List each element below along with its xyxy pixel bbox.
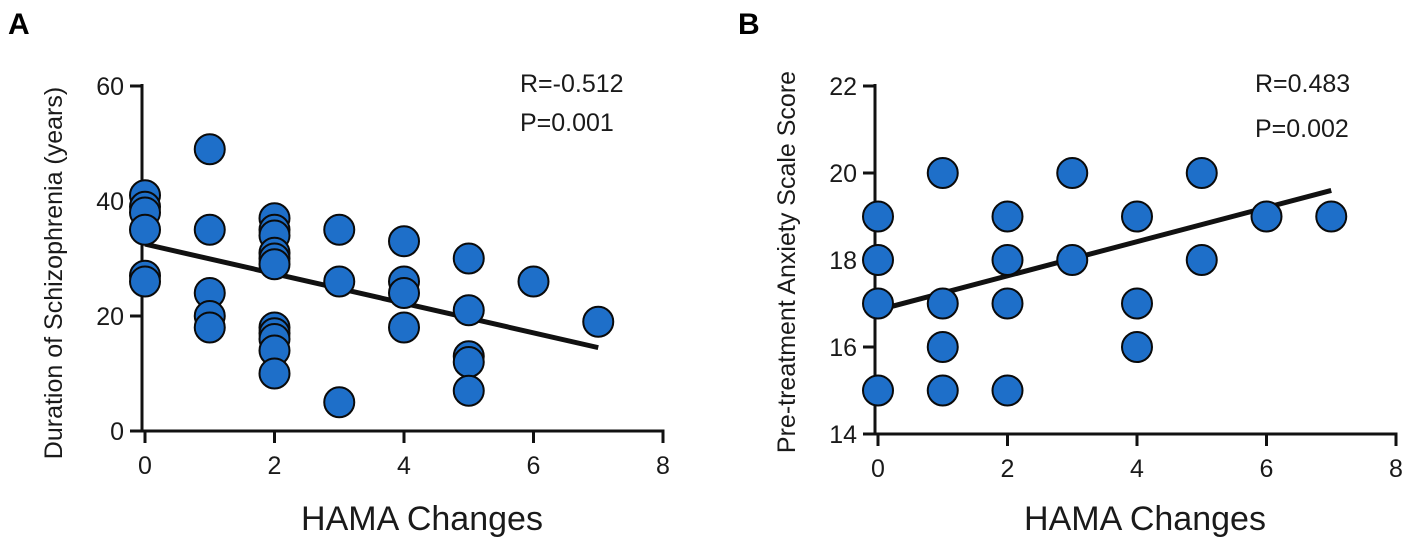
- panel-b-data-point: [926, 287, 959, 320]
- panel-b-letter: B: [738, 8, 760, 41]
- panel-a-p-annotation: P=0.001: [520, 109, 614, 137]
- panel-b-data-point: [926, 331, 959, 363]
- panel-b-x-tick-label: 6: [1260, 455, 1274, 483]
- panel-a-data-point: [388, 225, 420, 258]
- panel-a-data-point: [517, 265, 550, 298]
- panel-a-data-point: [323, 265, 356, 298]
- panel-a-y-tick-label: 20: [96, 303, 124, 331]
- panel-b-data-point: [862, 374, 894, 407]
- panel-a-x-tick-label: 6: [527, 452, 541, 480]
- panel-b-x-axis-title: HAMA Changes: [1024, 500, 1266, 538]
- panel-a-fit-group: [144, 241, 599, 351]
- panel-b-data-point: [926, 374, 959, 407]
- panel-a-y-tick-label: 0: [110, 418, 124, 446]
- panel-b-x-tick-label: 4: [1130, 455, 1144, 483]
- panel-a-data-point: [452, 242, 485, 275]
- panel-b-points: [862, 157, 1348, 407]
- panel-b-data-point: [991, 287, 1024, 320]
- panel-a-data-point: [193, 311, 226, 344]
- panel-b-data-point: [1185, 244, 1218, 276]
- panel-a-data-point: [582, 305, 615, 338]
- panel-a-x-axis-title: HAMA Changes: [301, 500, 543, 538]
- panel-b: B Pre-treatment Anxiety Scale Score HAMA…: [738, 8, 1403, 538]
- panel-a-data-point: [258, 248, 291, 281]
- panel-b-data-point: [1250, 200, 1283, 233]
- panel-a-data-point: [193, 213, 226, 246]
- panel-a-data-point: [388, 277, 420, 309]
- panel-a-x-tick-label: 8: [656, 452, 670, 480]
- panel-b-y-tick-label: 14: [829, 421, 857, 449]
- panel-b-data-point: [991, 374, 1024, 407]
- panel-a-r-annotation: R=-0.512: [520, 70, 624, 98]
- panel-b-y-tick-label: 20: [829, 160, 857, 188]
- panel-a-data-point: [323, 213, 356, 246]
- panel-a-y-tick-label: 40: [96, 188, 124, 216]
- panel-b-x-tick-label: 0: [871, 455, 885, 483]
- panel-a-y-axis-title: Duration of Schizophrenia (years): [40, 87, 68, 459]
- panel-b-x-tick-label: 8: [1389, 455, 1403, 483]
- panel-b-r-annotation: R=0.483: [1255, 70, 1350, 98]
- panel-b-data-point: [926, 157, 959, 189]
- panel-a-x-tick-label: 0: [138, 452, 152, 480]
- panel-a-data-point: [452, 294, 485, 327]
- panel-a: A Duration of Schizophrenia (years) HAMA…: [8, 8, 670, 538]
- panel-b-x-tick-label: 2: [1001, 455, 1015, 483]
- panel-a-y-tick-label: 60: [96, 73, 124, 101]
- panel-b-data-point: [1185, 157, 1218, 189]
- panel-b-y-tick-label: 22: [829, 73, 857, 101]
- panel-a-points: [129, 133, 615, 419]
- panel-b-ticks: 14 16 18 20 22 0 2 4 6 8: [829, 73, 1403, 483]
- panel-b-data-point: [991, 200, 1024, 233]
- panel-b-data-point: [1056, 157, 1089, 189]
- panel-a-data-point: [323, 386, 356, 419]
- panel-b-data-point: [862, 200, 894, 233]
- panel-b-data-point: [991, 244, 1024, 276]
- panel-a-ticks: 0 20 40 60 0 2 4 6 8: [96, 73, 670, 480]
- panel-b-data-point: [1121, 331, 1153, 363]
- panel-a-data-point: [129, 265, 161, 298]
- panel-b-data-point: [1056, 244, 1089, 276]
- panel-a-data-point: [388, 311, 420, 344]
- panel-b-y-tick-label: 18: [829, 247, 857, 275]
- panel-b-y-tick-label: 16: [829, 334, 857, 362]
- panel-b-data-point: [1121, 287, 1153, 320]
- panel-b-data-point: [1121, 200, 1153, 233]
- panel-a-data-point: [258, 357, 291, 390]
- panel-b-data-point: [862, 244, 894, 276]
- panel-a-fit-line: [144, 241, 599, 351]
- panel-a-x-tick-label: 2: [268, 452, 282, 480]
- panel-b-data-point: [862, 287, 894, 320]
- panel-a-data-point: [452, 346, 485, 378]
- panel-b-y-axis-title: Pre-treatment Anxiety Scale Score: [773, 71, 801, 453]
- panel-a-letter: A: [8, 8, 30, 41]
- panel-a-data-point: [193, 133, 226, 166]
- panel-b-data-point: [1315, 200, 1348, 233]
- panel-a-x-tick-label: 4: [397, 452, 411, 480]
- panel-a-data-point: [452, 374, 485, 407]
- panel-a-data-point: [129, 213, 161, 246]
- panel-b-p-annotation: P=0.002: [1255, 115, 1349, 143]
